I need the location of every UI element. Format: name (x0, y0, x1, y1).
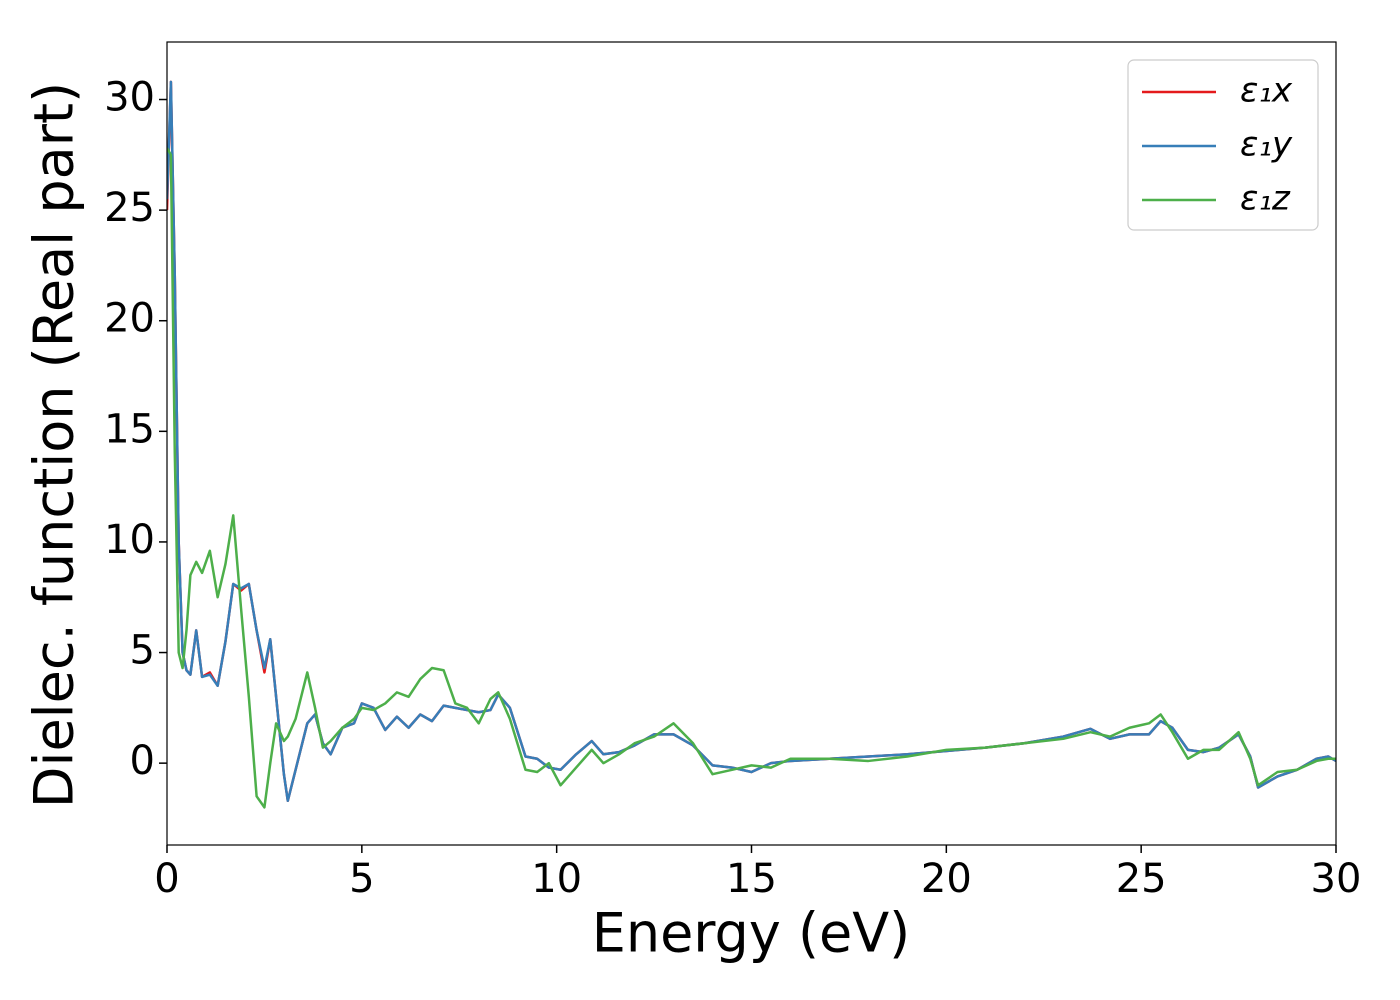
plot-frame (166, 41, 1337, 846)
x-tick-label: 5 (349, 856, 374, 902)
series-line (167, 80, 1336, 803)
x-tick-label: 15 (726, 856, 777, 902)
x-tick-label: 0 (154, 856, 179, 902)
x-tick-label: 10 (531, 856, 582, 902)
y-tick-label: 15 (104, 406, 155, 452)
legend-label: ε₁z (1240, 179, 1291, 219)
x-tick-label: 30 (1311, 856, 1362, 902)
x-tick-label: 20 (921, 856, 972, 902)
y-tick-label: 20 (104, 296, 155, 342)
y-axis-label: Dielec. function (Real part) (23, 82, 86, 808)
y-tick-label: 10 (104, 517, 155, 563)
legend-box (1127, 59, 1319, 231)
legend-label: ε₁y (1240, 125, 1293, 165)
y-tick-label: 25 (104, 185, 155, 231)
y-tick-label: 5 (130, 628, 155, 674)
x-tick-label: 25 (1116, 856, 1167, 902)
legend-label: ε₁x (1240, 71, 1293, 111)
y-tick-label: 30 (104, 75, 155, 121)
y-tick-label: 0 (130, 738, 155, 784)
x-axis-label: Energy (eV) (592, 902, 911, 965)
series-line (167, 147, 1336, 809)
